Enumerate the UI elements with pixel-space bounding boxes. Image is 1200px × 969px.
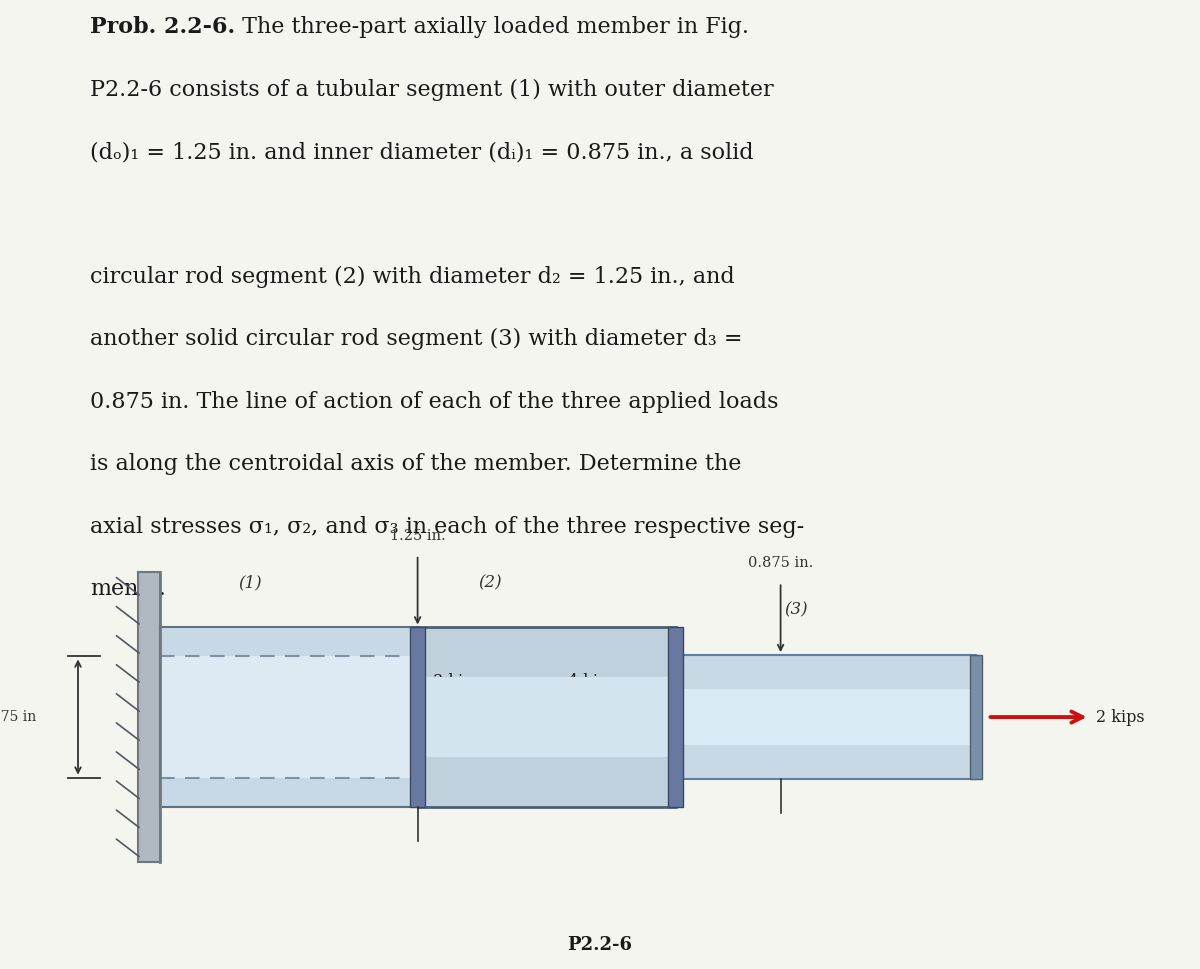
Bar [138,572,160,862]
Bar [160,657,418,777]
Bar [676,655,976,779]
Bar [160,628,418,657]
Text: (3): (3) [784,602,808,619]
Bar [418,628,676,806]
Text: P2.2-6: P2.2-6 [568,936,632,954]
Bar [410,628,425,806]
Text: 0.875 in: 0.875 in [0,710,36,724]
Text: 1.25 in.: 1.25 in. [390,529,445,543]
Text: The three-part axially loaded member in Fig.: The three-part axially loaded member in … [235,16,749,39]
Bar [668,628,683,806]
Text: (2): (2) [478,574,502,591]
Text: 2 kips: 2 kips [1096,708,1145,726]
Text: 3 kips: 3 kips [433,673,482,690]
Bar [970,655,982,779]
Text: 0.875 in. The line of action of each of the three applied loads: 0.875 in. The line of action of each of … [90,391,779,413]
Text: ments.: ments. [90,578,166,600]
Text: another solid circular rod segment (3) with diameter d₃ =: another solid circular rod segment (3) w… [90,328,743,351]
Text: 4 kips: 4 kips [568,673,617,690]
Bar [676,689,976,745]
Text: (1): (1) [238,574,262,591]
Text: axial stresses σ₁, σ₂, and σ₃ in each of the three respective seg-: axial stresses σ₁, σ₂, and σ₃ in each of… [90,516,804,538]
Text: Prob. 2.2-6.: Prob. 2.2-6. [90,16,235,39]
Text: P2.2-6 consists of a tubular segment (1) with outer diameter: P2.2-6 consists of a tubular segment (1)… [90,78,774,101]
Text: is along the centroidal axis of the member. Determine the: is along the centroidal axis of the memb… [90,453,742,475]
Text: 0.875 in.: 0.875 in. [748,556,814,570]
Text: (dₒ)₁ = 1.25 in. and inner diameter (dᵢ)₁ = 0.875 in., a solid: (dₒ)₁ = 1.25 in. and inner diameter (dᵢ)… [90,141,754,163]
Text: circular rod segment (2) with diameter d₂ = 1.25 in., and: circular rod segment (2) with diameter d… [90,266,734,288]
Bar [418,676,676,758]
Bar [160,777,418,806]
